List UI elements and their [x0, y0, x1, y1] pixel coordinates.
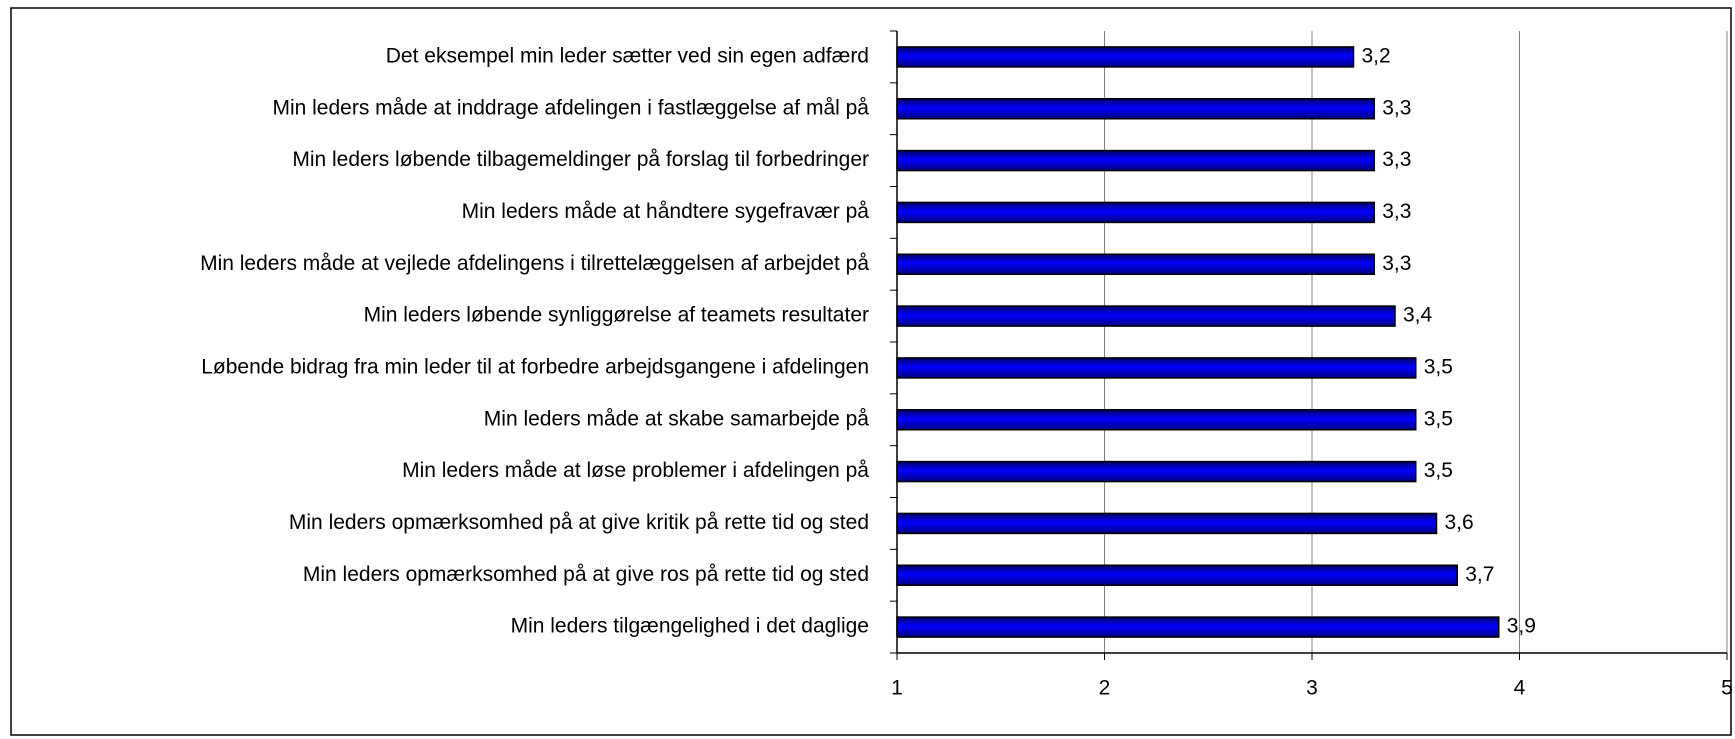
y-tick-label: Det eksempel min leder sætter ved sin eg… — [386, 44, 869, 67]
y-tick-label: Min leders måde at håndtere sygefravær p… — [462, 200, 870, 223]
bar — [896, 564, 1458, 586]
value-label: 3,3 — [1382, 148, 1411, 171]
bar — [896, 253, 1375, 275]
value-label: 3,5 — [1424, 407, 1453, 430]
value-label: 3,4 — [1403, 304, 1433, 327]
bar — [896, 98, 1375, 120]
y-tick-label: Min leders måde at løse problemer i afde… — [402, 459, 869, 482]
y-tick-label: Min leders løbende synliggørelse af team… — [364, 304, 869, 327]
value-label: 3,3 — [1382, 96, 1411, 119]
value-label: 3,5 — [1424, 355, 1453, 378]
value-label: 3,9 — [1507, 615, 1536, 638]
value-label: 3,5 — [1424, 459, 1453, 482]
bar — [896, 305, 1396, 327]
y-tick-label: Løbende bidrag fra min leder til at forb… — [201, 355, 869, 378]
bar — [896, 616, 1500, 638]
bar — [896, 149, 1375, 172]
x-tick-label: 3 — [1306, 677, 1318, 700]
y-tick-label: Min leders måde at skabe samarbejde på — [484, 407, 870, 430]
bar — [896, 409, 1417, 431]
value-label: 3,7 — [1465, 563, 1494, 586]
bar — [896, 46, 1355, 68]
value-label: 3,3 — [1382, 200, 1411, 223]
x-tick-label: 5 — [1721, 677, 1733, 700]
y-tick-label: Min leders opmærksomhed på at give kriti… — [289, 511, 869, 534]
y-tick-label: Min leders måde at vejlede afdelingens i… — [200, 252, 869, 275]
value-label: 3,6 — [1445, 511, 1474, 534]
y-tick-label: Min leders opmærksomhed på at give ros p… — [303, 563, 869, 586]
x-tick-label: 1 — [891, 677, 903, 700]
value-label: 3,3 — [1382, 252, 1411, 275]
bar — [896, 460, 1417, 483]
chart-border — [10, 7, 1732, 736]
bar — [896, 512, 1438, 535]
y-tick-label: Min leders tilgængelighed i det daglige — [511, 615, 869, 638]
y-tick-label: Min leders måde at inddrage afdelingen i… — [272, 96, 869, 119]
x-tick-label: 4 — [1514, 677, 1526, 700]
value-label: 3,2 — [1362, 44, 1391, 67]
bar — [896, 201, 1375, 224]
bar — [896, 357, 1417, 379]
y-tick-label: Min leders løbende tilbagemeldinger på f… — [292, 148, 869, 171]
x-tick-label: 2 — [1099, 677, 1111, 700]
